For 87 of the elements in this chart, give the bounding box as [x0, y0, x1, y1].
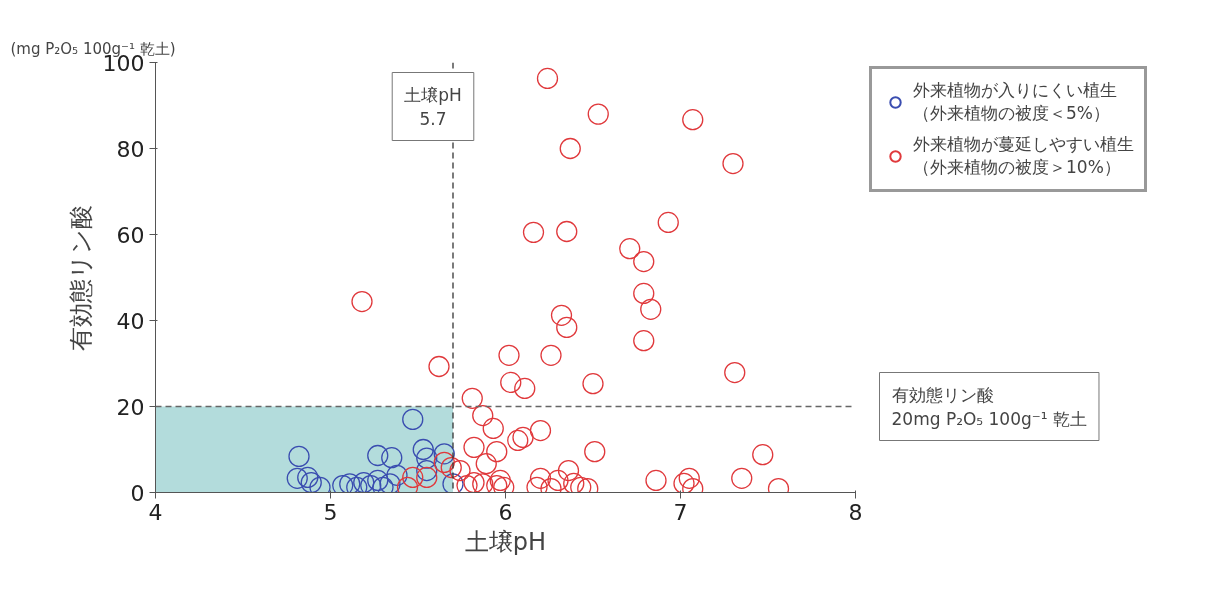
- y-tick-label: 80: [116, 136, 145, 162]
- y-tick-label: 60: [116, 222, 145, 248]
- point: [678, 467, 700, 489]
- point: [412, 438, 434, 461]
- y-tick-label: 40: [116, 308, 145, 334]
- point: [536, 67, 559, 90]
- point: [433, 451, 455, 474]
- point: [442, 473, 464, 493]
- point: [584, 441, 606, 463]
- point: [722, 152, 744, 175]
- point: [472, 404, 494, 427]
- point: [556, 220, 578, 243]
- point: [498, 344, 520, 366]
- y-tick-label: 0: [130, 480, 145, 506]
- x-tick-label: 7: [673, 499, 688, 525]
- point: [633, 250, 655, 273]
- point: [587, 103, 609, 125]
- point: [522, 221, 545, 243]
- point: [456, 474, 478, 493]
- x-axis-title: 土壌pH: [464, 527, 547, 556]
- point: [433, 443, 455, 465]
- point: [582, 373, 604, 395]
- point: [416, 466, 438, 489]
- point: [463, 436, 485, 458]
- point: [500, 371, 522, 394]
- x-tick-label: 8: [848, 499, 863, 525]
- point: [540, 344, 562, 366]
- point: [633, 330, 655, 352]
- point: [297, 466, 319, 489]
- point: [386, 464, 408, 486]
- point: [619, 238, 641, 260]
- point: [472, 473, 494, 493]
- point: [379, 473, 401, 493]
- point: [633, 282, 655, 305]
- point: [514, 377, 536, 400]
- x-tick-label: 4: [148, 499, 163, 525]
- point: [449, 459, 471, 482]
- point: [332, 474, 354, 493]
- point: [381, 447, 403, 469]
- point: [489, 469, 511, 492]
- point: [512, 426, 534, 449]
- point: [557, 459, 580, 482]
- point: [752, 444, 774, 466]
- legend-label: 外来植物が蔓延しやすい植生（外来植物の被度＞10%）: [913, 133, 1134, 179]
- point: [682, 109, 704, 131]
- point: [402, 466, 424, 489]
- point: [300, 471, 322, 493]
- point: [547, 469, 569, 492]
- point: [640, 298, 662, 320]
- point: [402, 408, 424, 431]
- point: [563, 472, 585, 493]
- point: [529, 419, 552, 442]
- point: [475, 453, 497, 475]
- point: [288, 445, 310, 468]
- point: [486, 441, 508, 463]
- point: [657, 211, 679, 234]
- point: [416, 459, 438, 482]
- point: [353, 471, 375, 493]
- point: [673, 472, 695, 493]
- point: [550, 304, 573, 326]
- point: [428, 355, 450, 378]
- y-tick-label: 20: [116, 394, 145, 420]
- point: [724, 361, 746, 384]
- point: [559, 137, 581, 160]
- x-tick-label: 5: [323, 499, 338, 525]
- ref-line-label: 有効態リン酸 20mg P₂O₅ 100g⁻¹ 乾土: [891, 384, 1087, 429]
- point: [486, 474, 508, 493]
- point: [556, 316, 578, 339]
- y-axis-title: 有効態リン酸: [66, 204, 95, 351]
- point: [286, 467, 308, 489]
- x-tick-label: 6: [498, 499, 513, 525]
- point: [367, 469, 389, 492]
- point: [367, 444, 389, 467]
- point: [731, 467, 753, 489]
- point: [463, 471, 485, 493]
- point: [507, 429, 529, 452]
- point: [440, 456, 462, 479]
- legend-label: 外来植物が入りにくい植生（外来植物の被度＜5%）: [913, 79, 1117, 125]
- point: [529, 467, 552, 489]
- point: [360, 474, 382, 493]
- point: [416, 447, 438, 469]
- point: [339, 473, 361, 493]
- point: [482, 417, 504, 440]
- point: [645, 469, 667, 492]
- point: [461, 387, 483, 409]
- point: [351, 290, 373, 313]
- ref-line-label: 土壌pH 5.7: [404, 84, 462, 129]
